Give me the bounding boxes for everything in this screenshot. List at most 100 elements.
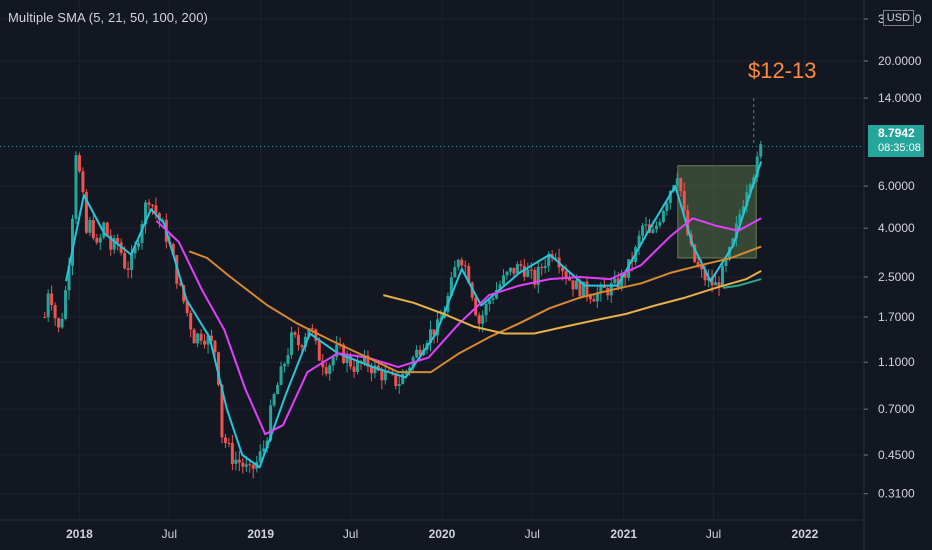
candle-body [717, 282, 721, 287]
candle-body [488, 299, 492, 304]
candle-body [310, 328, 314, 330]
candle-body [491, 298, 495, 300]
candle-body [731, 238, 735, 248]
candle-body [651, 229, 655, 233]
candle-body [741, 206, 745, 215]
candle-body [599, 285, 603, 294]
candle-body [540, 266, 544, 268]
time-tick-label: 2021 [610, 527, 637, 541]
time-axis[interactable]: 2018 Jul 2019 Jul 2020 Jul 2021 Jul 2022 [0, 519, 864, 541]
sma-line-sma-100 [383, 270, 762, 335]
candle-body [661, 210, 665, 222]
candle-body [748, 184, 752, 192]
candle-body [143, 202, 147, 225]
currency-label[interactable]: USD [882, 10, 914, 26]
price-tick-label: 14.0000 [878, 91, 922, 105]
candle-body [133, 247, 137, 254]
price-axis[interactable]: 30.000020.000014.00006.00004.00002.50001… [863, 0, 922, 550]
candle-body [116, 237, 120, 243]
candle-body [588, 295, 592, 300]
chart-grid [0, 0, 864, 520]
chart-overlays [0, 98, 864, 147]
candle-body [43, 317, 47, 319]
candle-body [564, 271, 568, 279]
candle-body [512, 267, 516, 274]
candle-body [366, 355, 370, 367]
candle-body [463, 265, 467, 267]
time-tick-label: 2020 [429, 527, 456, 541]
candle-body [192, 329, 196, 344]
candle-body [533, 269, 537, 285]
sma-line-sma-21 [155, 217, 762, 436]
candle-body [272, 394, 276, 406]
candle-body [380, 370, 384, 381]
candle-body [234, 459, 238, 464]
candle-body [644, 224, 648, 226]
candle-body [220, 384, 224, 438]
candle-body [328, 365, 332, 374]
candle-body [658, 221, 662, 226]
price-tick-label: 1.1000 [878, 355, 915, 369]
candle-body [199, 333, 203, 341]
candle-body [668, 191, 672, 203]
candle-body [453, 267, 457, 278]
candle-body [397, 384, 401, 387]
candle-body [574, 280, 578, 290]
candle-body [102, 222, 106, 238]
candle-body [126, 268, 130, 270]
candle-body [105, 222, 109, 236]
candle-body [401, 373, 405, 385]
candle-body [227, 442, 231, 444]
candle-body [57, 318, 61, 328]
candle-body [568, 278, 572, 281]
candle-body [88, 220, 92, 233]
price-tick-label: 2.5000 [878, 270, 915, 284]
candle-body [738, 214, 742, 224]
sma-line-sma-50 [188, 245, 762, 374]
candle-body [745, 191, 749, 207]
indicator-legend[interactable]: Multiple SMA (5, 21, 50, 100, 200) [8, 10, 208, 25]
candle-body [675, 178, 679, 186]
candle-body [324, 367, 328, 374]
candle-body [64, 290, 68, 319]
time-tick-label: 2022 [792, 527, 819, 541]
candle-body [641, 225, 645, 236]
candle-body [70, 218, 74, 266]
candle-body [185, 301, 189, 314]
candle-body [206, 335, 210, 345]
candle-body [519, 264, 523, 266]
candle-body [724, 259, 728, 267]
candle-body [84, 192, 88, 233]
candle-body [602, 285, 606, 289]
candle-body [665, 202, 669, 211]
candle-body [356, 361, 360, 372]
bar-countdown: 08:35:08 [878, 142, 921, 154]
candle-body [498, 284, 502, 290]
candle-body [505, 271, 509, 276]
candle-body [269, 405, 273, 441]
candle-body [703, 269, 707, 281]
candle-body [67, 265, 71, 291]
candle-body [508, 267, 512, 272]
time-tick-label: Jul [706, 527, 721, 541]
candle-body [196, 333, 200, 344]
candle-body [161, 219, 165, 221]
candle-body [50, 293, 54, 306]
candle-body [203, 340, 207, 345]
candle-body [349, 355, 353, 367]
candle-body [77, 155, 81, 172]
price-target-annotation: $12-13 [748, 58, 817, 83]
candle-body [682, 191, 686, 211]
candle-body [679, 178, 683, 192]
candle-body [307, 328, 311, 337]
candle-body [157, 213, 161, 220]
candle-body [171, 244, 175, 256]
candle-body [362, 355, 366, 364]
time-tick-label: 2018 [66, 527, 93, 541]
candle-body [130, 253, 134, 270]
candle-body [81, 171, 85, 193]
candle-body [456, 259, 460, 268]
candle-body [279, 366, 283, 385]
candle-body [216, 352, 220, 385]
candle-body [714, 282, 718, 286]
